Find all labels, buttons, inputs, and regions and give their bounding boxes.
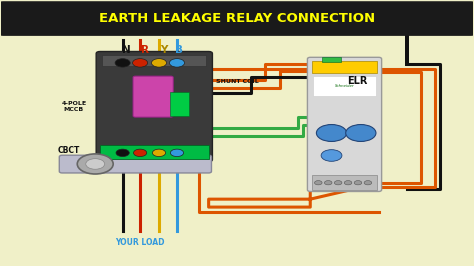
Circle shape (86, 159, 105, 169)
FancyBboxPatch shape (59, 155, 211, 173)
Circle shape (324, 181, 332, 185)
Circle shape (115, 59, 130, 67)
Circle shape (364, 181, 372, 185)
Text: 4-POLE
MCCB: 4-POLE MCCB (62, 101, 87, 112)
Text: N: N (121, 45, 130, 55)
Text: YOUR LOAD: YOUR LOAD (115, 238, 165, 247)
Circle shape (317, 124, 346, 142)
FancyBboxPatch shape (308, 57, 382, 192)
Text: SHUNT COIL: SHUNT COIL (216, 79, 258, 84)
Text: EARTH LEAKAGE RELAY CONNECTION: EARTH LEAKAGE RELAY CONNECTION (99, 12, 375, 25)
Circle shape (133, 59, 148, 67)
Text: B: B (175, 45, 183, 55)
Circle shape (346, 124, 376, 142)
Circle shape (334, 181, 342, 185)
Circle shape (77, 154, 113, 174)
Circle shape (344, 181, 352, 185)
Circle shape (321, 150, 342, 161)
Circle shape (169, 59, 184, 67)
Bar (170, 92, 189, 116)
FancyBboxPatch shape (133, 76, 173, 117)
Circle shape (354, 181, 362, 185)
Text: Y: Y (160, 45, 167, 55)
Circle shape (315, 181, 322, 185)
Bar (102, 55, 206, 65)
Bar (100, 145, 209, 159)
Text: CBCT: CBCT (58, 146, 81, 155)
Circle shape (152, 59, 166, 67)
FancyBboxPatch shape (96, 52, 212, 161)
Bar (322, 57, 341, 61)
Circle shape (116, 149, 129, 157)
Text: ELR: ELR (347, 76, 368, 86)
Bar (312, 61, 377, 73)
FancyBboxPatch shape (0, 1, 474, 36)
Text: R: R (141, 45, 149, 55)
Circle shape (134, 149, 147, 157)
Text: Schneider: Schneider (335, 84, 354, 88)
Bar (312, 175, 377, 190)
Circle shape (153, 149, 165, 157)
Bar (313, 76, 376, 96)
Circle shape (170, 149, 183, 157)
